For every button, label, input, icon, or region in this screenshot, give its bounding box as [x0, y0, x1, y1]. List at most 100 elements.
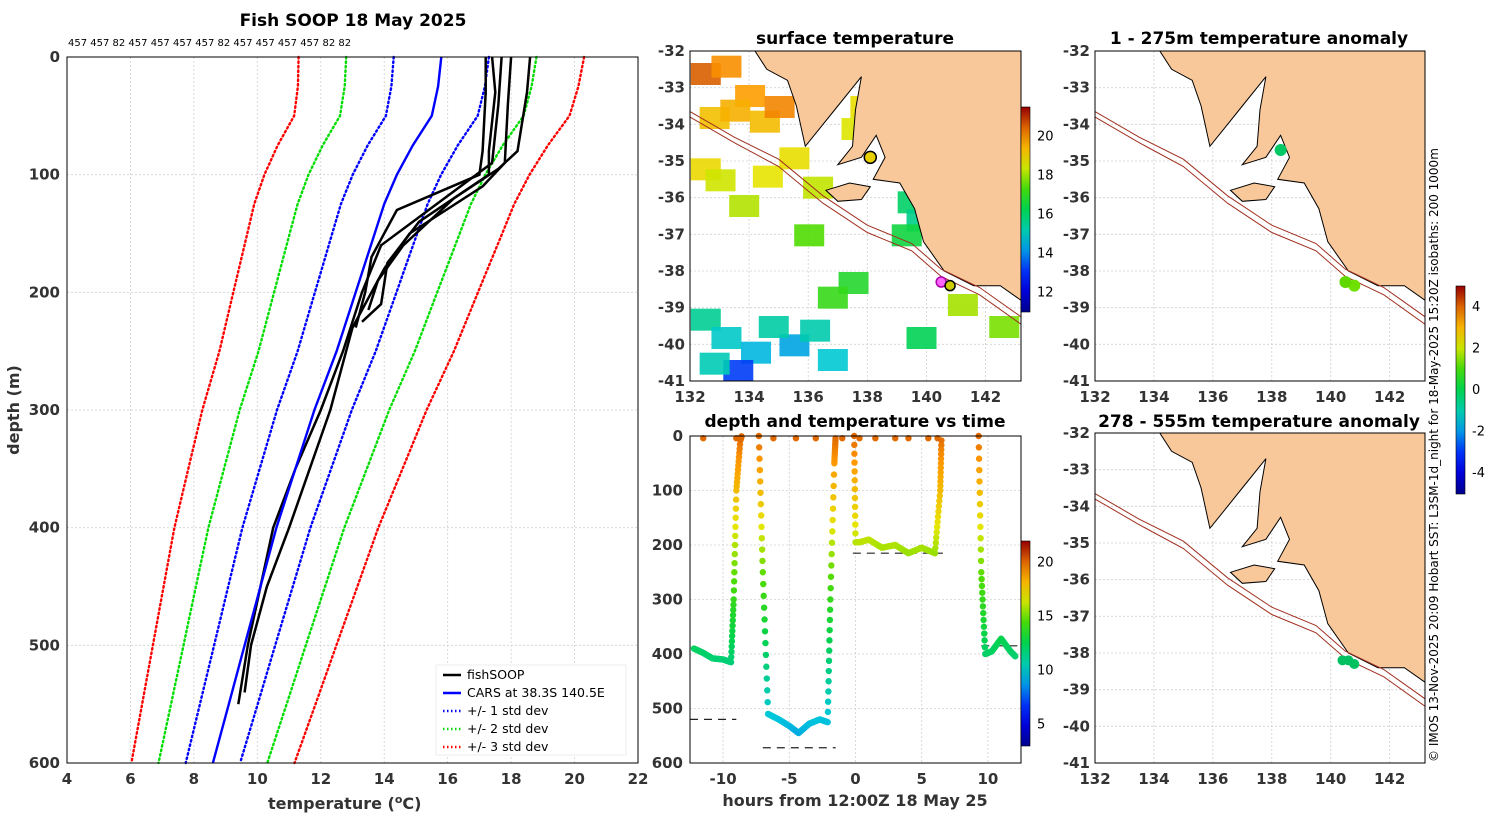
track-point	[830, 494, 837, 501]
track-point	[728, 643, 735, 650]
track-point	[827, 596, 834, 603]
y-tick-label: 0	[50, 48, 60, 66]
track-point	[934, 513, 942, 520]
track-point	[762, 639, 769, 647]
surface-point	[934, 434, 941, 442]
map-y-tick: -36	[1063, 571, 1090, 589]
track-point	[757, 489, 764, 496]
profile-ylabel: depth (m)	[4, 365, 23, 455]
track-point	[977, 546, 985, 553]
track-point	[851, 459, 858, 466]
map-x-tick: 138	[1256, 388, 1287, 406]
anomaly-colorbar	[1455, 285, 1466, 495]
track-point	[824, 698, 832, 705]
track-point	[757, 512, 765, 519]
track-point	[936, 492, 943, 499]
track-point	[975, 444, 983, 451]
surface-point	[700, 434, 707, 442]
track-point	[851, 441, 858, 449]
cars-mean-line	[211, 56, 443, 764]
track-point	[981, 643, 989, 651]
track-point	[825, 678, 832, 685]
sst-cell	[800, 319, 831, 342]
x-tick-label: 16	[437, 770, 458, 788]
track-point	[931, 549, 939, 557]
track-point	[851, 468, 858, 475]
map-y-tick: -39	[1063, 299, 1090, 317]
sst-cell	[906, 327, 937, 349]
colorbar-tick: 0	[1472, 383, 1480, 398]
legend-label: +/- 3 std dev	[467, 739, 549, 754]
std-dev-line	[157, 55, 348, 765]
time-y-tick: 300	[652, 591, 683, 609]
map-y-tick: -39	[658, 299, 685, 317]
x-tick-label: 22	[628, 770, 649, 788]
track-point	[732, 532, 739, 540]
y-tick-label: 200	[29, 283, 60, 301]
x-tick-label: 4	[62, 770, 72, 788]
isobath-line	[690, 116, 1021, 325]
legend-box	[435, 664, 627, 756]
map-y-tick: -34	[1063, 115, 1090, 133]
track-point	[728, 632, 736, 640]
map-y-tick: -40	[1063, 335, 1090, 353]
x-tick-label: 18	[501, 770, 522, 788]
track-point	[730, 601, 737, 608]
depth-time-panel: depth and temperature vs time -10 -5 0 5 100…	[652, 412, 1022, 810]
colorbar-tick: 14	[1037, 246, 1054, 261]
surface-point	[925, 434, 932, 442]
sst-cell	[699, 352, 730, 375]
track-point	[757, 500, 765, 508]
track-point	[825, 657, 833, 665]
track-point	[980, 609, 987, 617]
track-point	[852, 521, 859, 528]
colorbar-tick: 5	[1037, 717, 1045, 732]
time-y-tick: 400	[652, 645, 683, 663]
track-point	[937, 482, 944, 490]
profile-panel: Fish SOOP 18 May 2025 457 457 82 457 457…	[4, 11, 648, 813]
track-point	[932, 544, 939, 552]
track-point	[732, 514, 739, 521]
sst-cell	[723, 360, 754, 381]
track-point	[980, 616, 987, 624]
track-point	[829, 528, 836, 535]
time-x-tick: 10	[977, 770, 998, 788]
track-point	[730, 578, 738, 585]
track-point	[728, 653, 735, 661]
track-point	[828, 539, 836, 546]
track-point	[975, 455, 983, 462]
legend-label: fishSOOP	[467, 667, 525, 682]
sst-cell	[711, 327, 742, 349]
track-point	[977, 557, 985, 565]
std-dev-line	[238, 55, 491, 765]
legend-label: +/- 2 std dev	[467, 721, 549, 736]
time-x-tick: -5	[781, 770, 798, 788]
track-point	[730, 606, 737, 614]
track-point	[731, 569, 738, 576]
map-x-tick: 142	[970, 388, 1001, 406]
track-point	[759, 557, 766, 565]
track-point	[937, 469, 944, 476]
surface-point	[839, 434, 846, 442]
x-tick-label: 12	[310, 770, 331, 788]
track-point	[829, 516, 836, 524]
colorbar-tick: -4	[1472, 466, 1485, 481]
track-point	[764, 698, 771, 706]
colorbar-tick: 18	[1037, 168, 1054, 183]
track-point	[976, 466, 983, 474]
x-tick-label: 20	[564, 770, 585, 788]
track-point	[933, 523, 941, 531]
track-point	[730, 596, 737, 603]
track-point	[936, 497, 943, 505]
map-y-tick: -36	[658, 189, 685, 207]
sst-cell	[705, 169, 736, 192]
colorbar-tick: 20	[1037, 556, 1054, 571]
track-point	[758, 546, 766, 553]
map-x-tick: 132	[1079, 388, 1110, 406]
track-point	[825, 667, 832, 675]
surface-point	[770, 434, 777, 442]
kangaroo-island	[824, 182, 872, 202]
track-point	[933, 534, 940, 541]
track-point	[764, 687, 771, 694]
track-point	[980, 623, 988, 630]
